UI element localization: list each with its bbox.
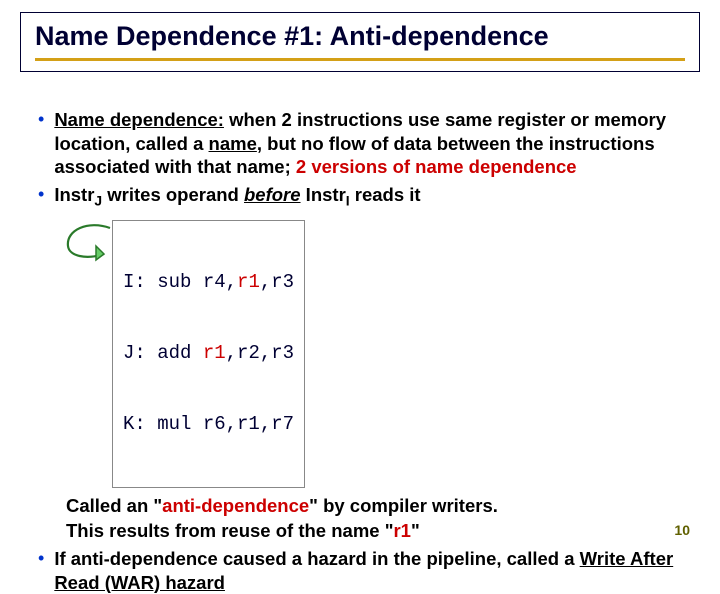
bullet-marker: • — [38, 183, 44, 206]
code-I-r1: r1 — [237, 271, 260, 293]
b2-mid: writes operand — [102, 184, 244, 205]
followup-line-2: This results from reuse of the name "r1" — [66, 519, 682, 543]
f1c: " by compiler writers. — [309, 495, 498, 516]
bullet-1-body: Name dependence: when 2 instructions use… — [54, 108, 682, 179]
code-line-J: J: add r1,r2,r3 — [123, 342, 294, 366]
page-number: 10 — [674, 522, 690, 538]
code-wrap: I: sub r4,r1,r3 J: add r1,r2,r3 K: mul r… — [112, 220, 305, 487]
code-I-a: I: sub — [123, 271, 203, 293]
code-I-b: r4, — [203, 271, 237, 293]
bullet-3: • If anti-dependence caused a hazard in … — [38, 547, 682, 594]
b2-before: before — [244, 184, 301, 205]
f2a: This results from reuse of the name " — [66, 520, 393, 541]
followup-line-1: Called an "anti-dependence" by compiler … — [66, 494, 682, 518]
code-I-d: ,r3 — [260, 271, 294, 293]
f1a: Called an " — [66, 495, 162, 516]
b2-mid2: Instr — [301, 184, 346, 205]
code-line-K: K: mul r6,r1,r7 — [123, 413, 294, 437]
title-container: Name Dependence #1: Anti-dependence — [20, 12, 700, 72]
slide-title: Name Dependence #1: Anti-dependence — [35, 21, 685, 61]
b2-pre: Instr — [54, 184, 94, 205]
b1-red-tail: 2 versions of name dependence — [296, 156, 577, 177]
dependence-arrow-icon — [56, 216, 120, 272]
term-name-dependence: Name dependence: — [54, 109, 224, 130]
bullet-1: • Name dependence: when 2 instructions u… — [38, 108, 682, 179]
bullet-marker: • — [38, 108, 44, 131]
f2b-r1: r1 — [393, 520, 411, 541]
bullet-2-body: InstrJ writes operand before InstrI read… — [54, 183, 420, 210]
b2-post: reads it — [350, 184, 421, 205]
content-area: • Name dependence: when 2 instructions u… — [0, 72, 720, 594]
bullet-marker: • — [38, 547, 44, 570]
code-J-c: ,r2,r3 — [226, 342, 294, 364]
code-line-I: I: sub r4,r1,r3 — [123, 271, 294, 295]
code-box: I: sub r4,r1,r3 J: add r1,r2,r3 K: mul r… — [112, 220, 305, 487]
term-name: name — [209, 133, 257, 154]
f1b-anti: anti-dependence — [162, 495, 309, 516]
code-J-a: J: add — [123, 342, 203, 364]
bullet-3-body: If anti-dependence caused a hazard in th… — [54, 547, 682, 594]
b3-text: If anti-dependence caused a hazard in th… — [54, 548, 579, 569]
f2c: " — [411, 520, 420, 541]
bullet-2: • InstrJ writes operand before InstrI re… — [38, 183, 682, 210]
code-J-r1: r1 — [203, 342, 226, 364]
b2-subJ: J — [94, 193, 102, 209]
